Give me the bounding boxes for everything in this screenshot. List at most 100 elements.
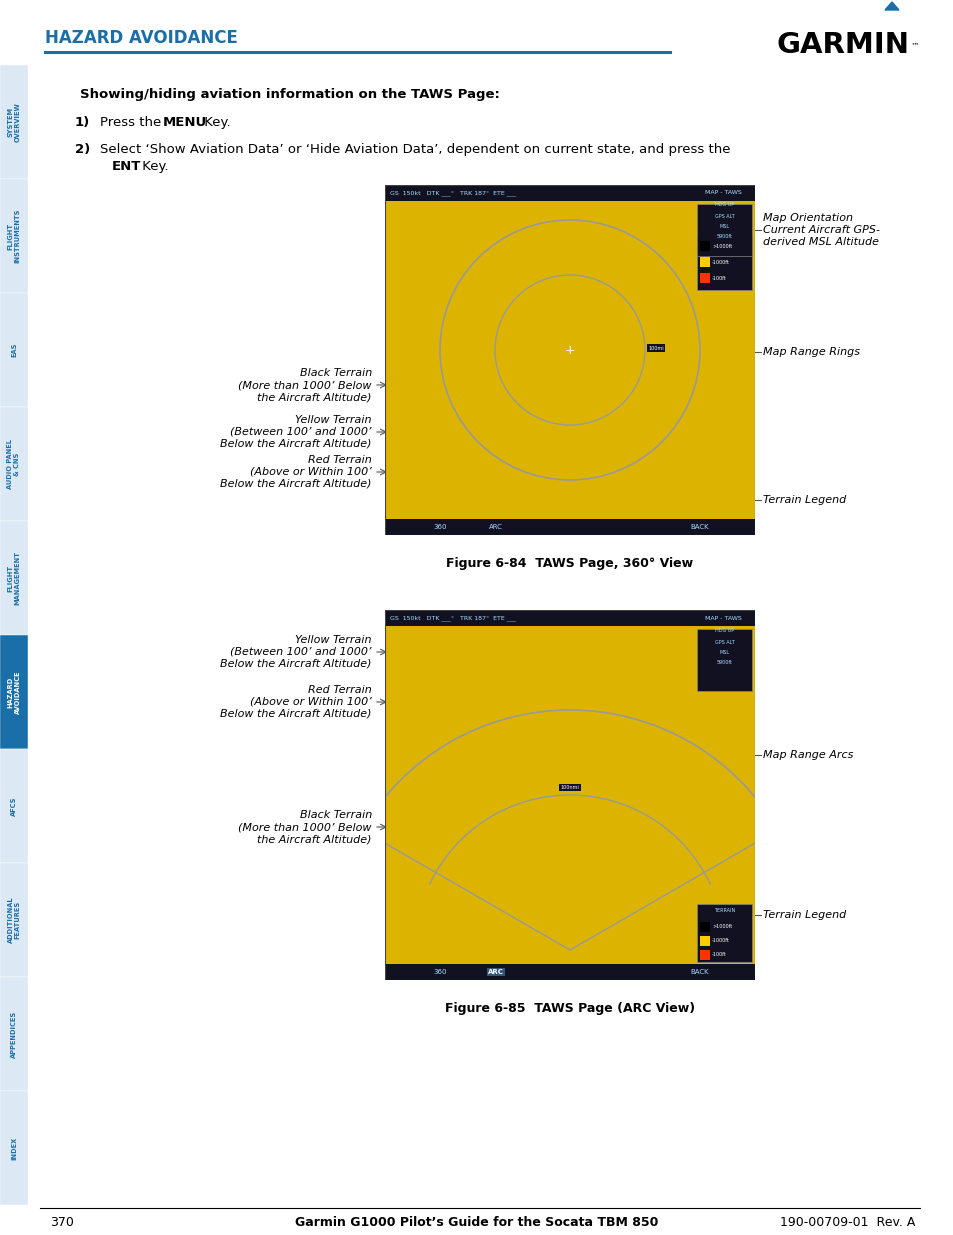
Bar (700, 936, 709, 946)
Text: TERRAIN: TERRAIN (714, 908, 735, 913)
Text: MSL: MSL (720, 225, 729, 230)
Text: Map Range Rings: Map Range Rings (762, 347, 859, 357)
Text: Below the Aircraft Altitude): Below the Aircraft Altitude) (220, 659, 372, 669)
Text: GS  150kt   DTK ___°   TRK 187°  ETE ___: GS 150kt DTK ___° TRK 187° ETE ___ (390, 615, 516, 621)
Text: Select ‘Show Aviation Data’ or ‘Hide Aviation Data’, dependent on current state,: Select ‘Show Aviation Data’ or ‘Hide Avi… (100, 143, 734, 156)
Text: (Between 100’ and 1000’: (Between 100’ and 1000’ (231, 427, 372, 437)
Text: (More than 1000’ Below: (More than 1000’ Below (238, 380, 372, 390)
Text: the Aircraft Altitude): the Aircraft Altitude) (257, 834, 372, 844)
Text: Garmin G1000 Pilot’s Guide for the Socata TBM 850: Garmin G1000 Pilot’s Guide for the Socat… (295, 1215, 658, 1229)
Bar (700, 241, 709, 251)
Bar (0, 179, 28, 293)
Text: (Between 100’ and 1000’: (Between 100’ and 1000’ (231, 647, 372, 657)
Text: 100mi: 100mi (647, 346, 663, 351)
Text: GARMIN: GARMIN (776, 31, 909, 59)
Text: EAS: EAS (11, 343, 17, 357)
Text: Below the Aircraft Altitude): Below the Aircraft Altitude) (220, 479, 372, 489)
Bar (385, 185, 754, 201)
Text: Map Range Arcs: Map Range Arcs (762, 750, 853, 760)
Text: derived MSL Altitude: derived MSL Altitude (762, 237, 878, 247)
Text: -100ft: -100ft (711, 952, 726, 957)
Bar (697, 629, 751, 692)
Text: ADDITIONAL
FEATURES: ADDITIONAL FEATURES (8, 897, 20, 944)
Bar (0, 1091, 28, 1205)
Text: 190-00709-01  Rev. A: 190-00709-01 Rev. A (779, 1215, 914, 1229)
Text: 1): 1) (75, 116, 91, 128)
Text: 360: 360 (434, 969, 447, 974)
Text: HAZARD
AVOIDANCE: HAZARD AVOIDANCE (8, 671, 20, 714)
Bar (385, 965, 754, 981)
Text: Black Terrain: Black Terrain (299, 810, 372, 820)
Text: GPS ALT: GPS ALT (715, 641, 734, 646)
Text: MSL: MSL (720, 651, 729, 656)
Text: >1000ft: >1000ft (711, 243, 732, 248)
Text: MAP - TAWS: MAP - TAWS (704, 615, 741, 620)
Text: 360: 360 (434, 524, 447, 530)
Text: Red Terrain: Red Terrain (308, 454, 372, 466)
Bar (0, 863, 28, 977)
Text: MAP - TAWS: MAP - TAWS (704, 190, 741, 195)
Text: Map Orientation: Map Orientation (762, 212, 852, 224)
Text: Press the: Press the (100, 116, 165, 128)
Text: 100nmi: 100nmi (560, 785, 578, 790)
Text: MENU: MENU (163, 116, 207, 128)
Text: HDG UP: HDG UP (715, 629, 734, 634)
Bar (697, 904, 751, 962)
Bar (700, 950, 709, 960)
Text: Below the Aircraft Altitude): Below the Aircraft Altitude) (220, 438, 372, 450)
Text: 5900ft: 5900ft (717, 235, 732, 240)
Text: AUDIO PANEL
& CNS: AUDIO PANEL & CNS (8, 438, 20, 489)
Text: Below the Aircraft Altitude): Below the Aircraft Altitude) (220, 709, 372, 719)
Text: +: + (564, 343, 575, 357)
Bar (0, 293, 28, 408)
Text: -1000ft: -1000ft (711, 259, 729, 264)
Text: APPENDICES: APPENDICES (11, 1010, 17, 1057)
Text: Terrain Legend: Terrain Legend (762, 495, 845, 505)
Text: Red Terrain: Red Terrain (308, 685, 372, 695)
Text: ARC: ARC (489, 524, 502, 530)
Text: -1000ft: -1000ft (711, 939, 729, 944)
Text: Black Terrain: Black Terrain (299, 368, 372, 378)
Text: FLIGHT
MANAGEMENT: FLIGHT MANAGEMENT (8, 551, 20, 605)
Bar (0, 635, 28, 748)
Text: Showing/hiding aviation information on the TAWS Page:: Showing/hiding aviation information on t… (80, 88, 499, 101)
Text: >1000ft: >1000ft (711, 925, 732, 930)
Text: (Above or Within 100’: (Above or Within 100’ (250, 697, 372, 706)
Text: 2): 2) (75, 143, 91, 156)
Text: (More than 1000’ Below: (More than 1000’ Below (238, 823, 372, 832)
Bar (700, 923, 709, 932)
Text: the Aircraft Altitude): the Aircraft Altitude) (257, 391, 372, 403)
Text: BACK: BACK (689, 524, 708, 530)
Text: Yellow Terrain: Yellow Terrain (295, 415, 372, 425)
Bar (697, 235, 751, 290)
Polygon shape (884, 2, 898, 10)
Bar (0, 408, 28, 521)
Text: FLIGHT
INSTRUMENTS: FLIGHT INSTRUMENTS (8, 209, 20, 263)
Text: Yellow Terrain: Yellow Terrain (295, 635, 372, 645)
Text: (Above or Within 100’: (Above or Within 100’ (250, 467, 372, 477)
Bar (385, 519, 754, 535)
Text: HAZARD AVOIDANCE: HAZARD AVOIDANCE (45, 28, 237, 47)
Bar (385, 610, 754, 626)
Bar (700, 273, 709, 283)
Text: Key.: Key. (138, 161, 169, 173)
Text: 370: 370 (50, 1215, 73, 1229)
Text: -100ft: -100ft (711, 275, 726, 280)
Text: BACK: BACK (689, 969, 708, 974)
Text: GPS ALT: GPS ALT (715, 215, 734, 220)
Text: HDG UP: HDG UP (715, 203, 734, 207)
Text: Terrain Legend: Terrain Legend (762, 910, 845, 920)
Text: Figure 6-85  TAWS Page (ARC View): Figure 6-85 TAWS Page (ARC View) (444, 1002, 695, 1015)
Text: Figure 6-84  TAWS Page, 360° View: Figure 6-84 TAWS Page, 360° View (446, 557, 693, 571)
Text: INDEX: INDEX (11, 1136, 17, 1160)
Bar (0, 521, 28, 635)
Text: Key.: Key. (200, 116, 231, 128)
Text: Current Aircraft GPS-: Current Aircraft GPS- (762, 225, 879, 235)
Bar (697, 204, 751, 256)
Text: ™: ™ (910, 42, 919, 51)
Text: SYSTEM
OVERVIEW: SYSTEM OVERVIEW (8, 103, 20, 142)
Text: 5900ft: 5900ft (717, 661, 732, 666)
Bar (0, 977, 28, 1091)
Bar (0, 65, 28, 179)
Bar (0, 748, 28, 863)
